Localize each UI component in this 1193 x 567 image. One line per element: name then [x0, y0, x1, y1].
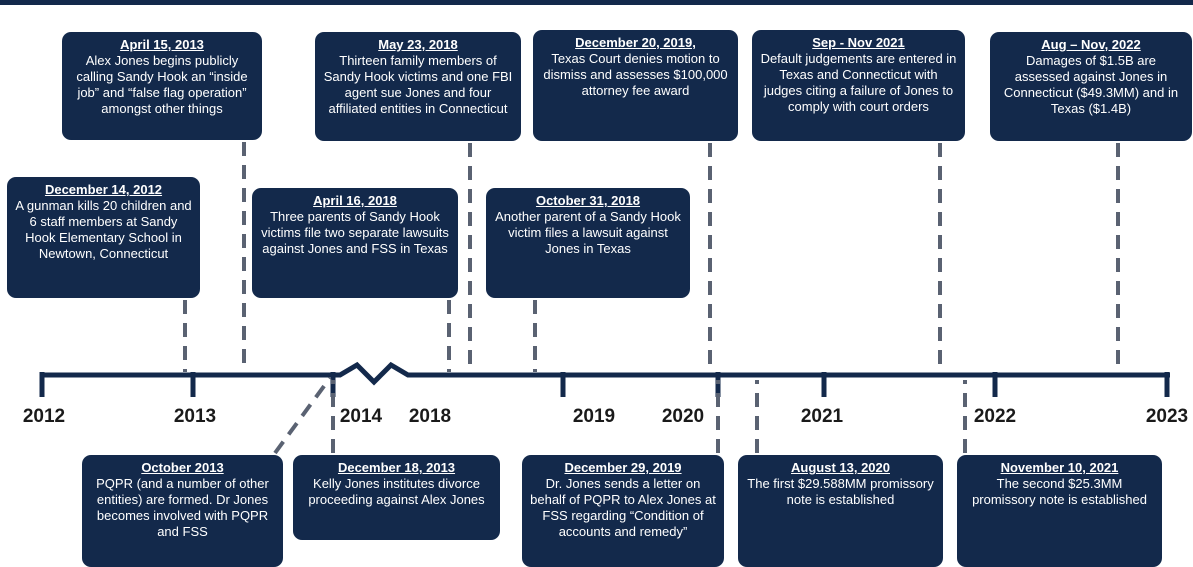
year-label: 2014	[339, 406, 383, 427]
event-date: October 31, 2018	[535, 193, 641, 208]
event-box: October 2013 PQPR (and a number of other …	[82, 455, 283, 567]
event-box: April 15, 2013 Alex Jones begins publicly…	[62, 32, 262, 140]
event-text: The second $25.3MM promissory note is es…	[972, 476, 1147, 507]
event-text: Default judgements are entered in Texas …	[760, 51, 957, 114]
event-box: October 31, 2018 Another parent of a Sand…	[486, 188, 690, 298]
event-box: December 18, 2013 Kelly Jones institutes …	[293, 455, 500, 540]
event-box: November 10, 2021 The second $25.3MM prom…	[957, 455, 1162, 567]
event-date: August 13, 2020	[791, 460, 890, 475]
event-text: Three parents of Sandy Hook victims file…	[261, 209, 449, 256]
connectors	[183, 142, 1120, 455]
event-date: April 15, 2013	[120, 37, 204, 52]
event-text: Thirteen family members of Sandy Hook vi…	[323, 53, 513, 116]
event-date: December 20, 2019,	[575, 35, 696, 50]
axis-line	[40, 361, 1170, 386]
event-box: Sep - Nov 2021 Default judgements are ent…	[752, 30, 965, 141]
event-box: December 29, 2019 Dr. Jones sends a lette…	[522, 455, 724, 567]
event-box: April 16, 2018 Three parents of Sandy Hoo…	[252, 188, 458, 298]
event-box: December 20, 2019, Texas Court denies mot…	[533, 30, 738, 141]
year-label: 2012	[22, 406, 66, 427]
event-box: Aug – Nov, 2022 Damages of $1.5B are asse…	[990, 32, 1192, 141]
year-label: 2020	[661, 406, 705, 427]
connector	[273, 376, 332, 455]
event-text: Alex Jones begins publicly calling Sandy…	[76, 53, 248, 116]
year-label: 2019	[572, 406, 616, 427]
year-label: 2023	[1145, 406, 1189, 427]
year-label: 2021	[800, 406, 844, 427]
event-text: A gunman kills 20 children and 6 staff m…	[15, 198, 192, 261]
event-date: December 18, 2013	[337, 460, 456, 475]
year-label: 2018	[408, 406, 452, 427]
event-date: May 23, 2018	[378, 37, 458, 52]
event-date: April 16, 2018	[313, 193, 397, 208]
event-box: August 13, 2020 The first $29.588MM promi…	[738, 455, 943, 567]
event-date: November 10, 2021	[1000, 460, 1119, 475]
event-text: Dr. Jones sends a letter on behalf of PQ…	[530, 476, 716, 539]
year-label: 2013	[173, 406, 217, 427]
event-date: Aug – Nov, 2022	[1041, 37, 1141, 52]
event-date: December 29, 2019	[564, 460, 682, 475]
top-border	[0, 0, 1193, 5]
event-date: Sep - Nov 2021	[812, 35, 905, 50]
event-text: The first $29.588MM promissory note is e…	[747, 476, 934, 507]
event-text: Another parent of a Sandy Hook victim fi…	[495, 209, 681, 256]
event-box: May 23, 2018 Thirteen family members of S…	[315, 32, 521, 141]
event-text: Texas Court denies motion to dismiss and…	[543, 51, 728, 98]
year-label: 2022	[973, 406, 1017, 427]
event-box: December 14, 2012 A gunman kills 20 child…	[7, 177, 200, 298]
event-text: PQPR (and a number of other entities) ar…	[96, 476, 269, 539]
event-date: October 2013	[141, 460, 224, 475]
event-text: Damages of $1.5B are assessed against Jo…	[1003, 53, 1179, 116]
event-date: December 14, 2012	[44, 182, 163, 197]
event-text: Kelly Jones institutes divorce proceedin…	[308, 476, 485, 507]
axis	[39, 361, 1170, 397]
